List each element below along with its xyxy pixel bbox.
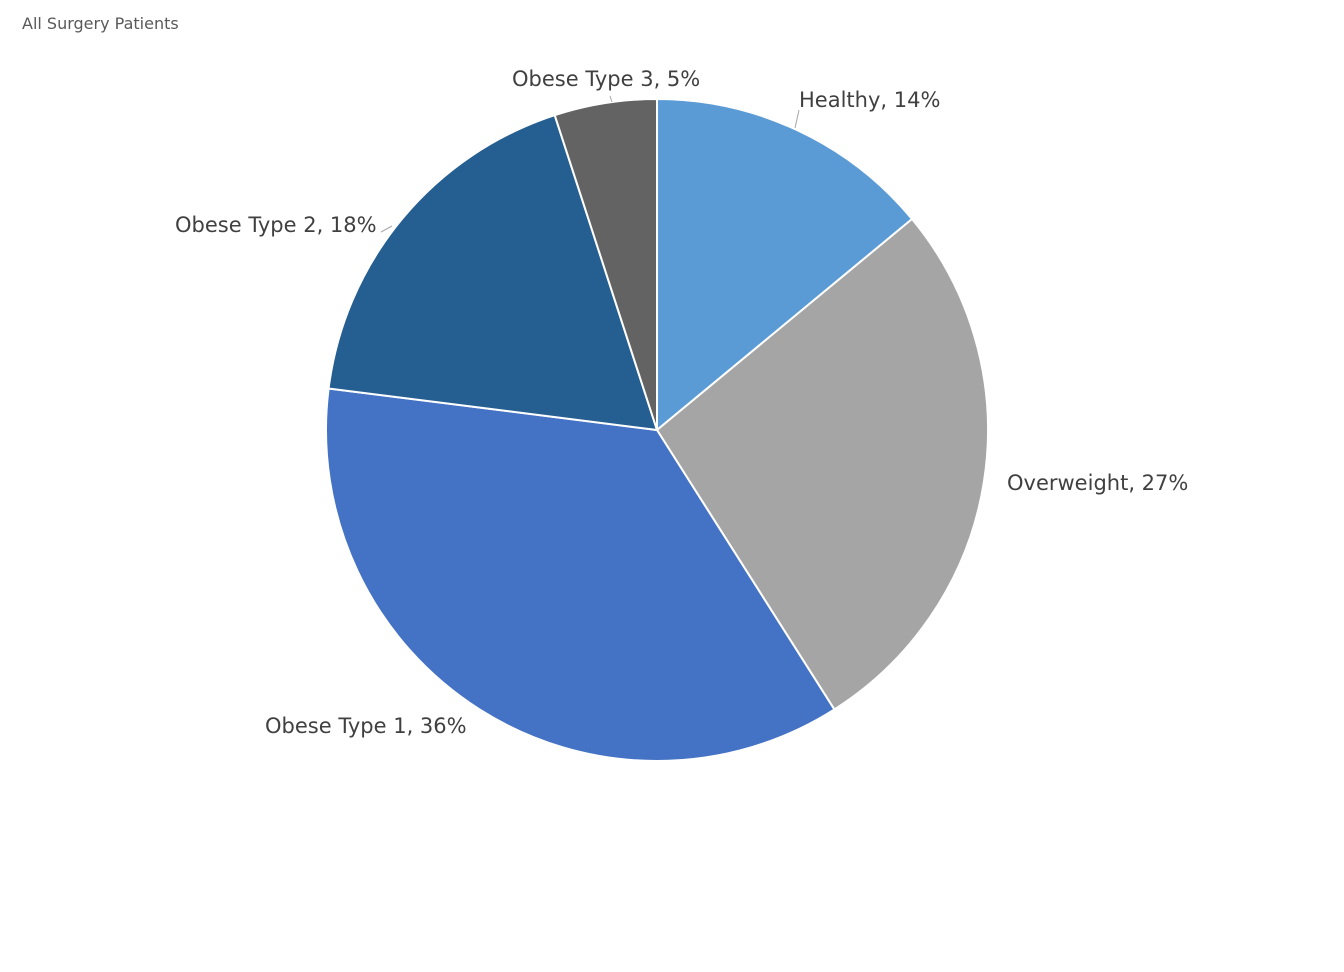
pie-slice-obese-type-2 [327, 113, 659, 432]
data-label-healthy: Healthy, 14% [799, 88, 940, 112]
data-label-obese-type-1: Obese Type 1, 36% [265, 714, 467, 738]
pie-slice-overweight [655, 217, 989, 711]
pie-slice-obese-type-1 [325, 387, 836, 762]
pie-slice-healthy [656, 97, 914, 433]
chart-title: All Surgery Patients [22, 14, 179, 33]
leader-line-healthy [794, 109, 800, 129]
pie-slice-obese-type-3 [553, 97, 658, 431]
data-label-overweight: Overweight, 27% [1007, 471, 1188, 495]
leader-line-obese-type-2 [380, 225, 393, 233]
leader-line-obese-type-3 [609, 95, 613, 103]
data-label-obese-type-2: Obese Type 2, 18% [175, 213, 377, 237]
data-label-obese-type-3: Obese Type 3, 5% [512, 67, 700, 91]
